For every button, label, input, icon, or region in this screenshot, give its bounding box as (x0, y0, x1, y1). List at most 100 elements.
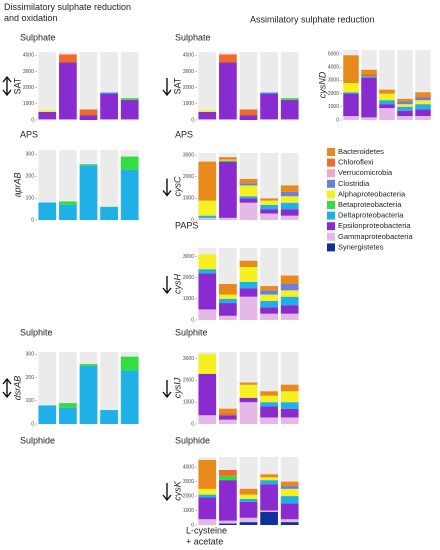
bar-segment (219, 217, 237, 220)
bar-segment (260, 480, 278, 485)
bar-segment (198, 273, 217, 310)
bar-segment (260, 204, 278, 210)
bar-segment (59, 119, 77, 120)
bar-segment (260, 510, 278, 512)
bar-segment (198, 309, 217, 320)
bar-segment (260, 395, 278, 403)
bar-segment (198, 373, 217, 416)
y-tick-label: 4000 (328, 64, 339, 70)
bar-segment (280, 305, 299, 314)
bar-segment (280, 275, 299, 284)
bar-segment (239, 494, 258, 499)
y-tick-label: 3000 (183, 254, 194, 260)
bar-segment (361, 77, 377, 118)
bar-segment (219, 413, 237, 416)
bar-segment (38, 111, 57, 120)
bar-segment (260, 213, 278, 220)
bar-segment (198, 111, 217, 120)
bar-segment (379, 93, 395, 101)
bar-segment (415, 100, 431, 105)
bar-segment (361, 73, 377, 77)
bar-segment (198, 459, 217, 489)
legend-swatch (327, 211, 335, 220)
bar-segment (219, 157, 237, 160)
bar-segment (343, 116, 359, 120)
bar-segment (38, 110, 57, 112)
arrow-head (162, 494, 172, 502)
bar-segment (280, 296, 299, 306)
legend-label: Chloroflexi (338, 158, 374, 167)
gene-label: dsrAB (12, 376, 22, 401)
y-tick-label: 3000 (183, 356, 194, 362)
step-label: Sulphite (20, 327, 53, 337)
legend-label: Deltaproteobacteria (338, 211, 404, 220)
y-tick-label: 0 (191, 522, 194, 528)
bar-segment (198, 354, 217, 374)
bar-segment (280, 313, 299, 320)
bar-segment (280, 408, 299, 418)
bar-segment (198, 254, 217, 270)
y-tick-label: 1000 (23, 101, 34, 107)
y-tick-label: 4000 (183, 464, 194, 470)
header: Dissimilatory sulphate reduction and oxid… (4, 2, 131, 23)
bar-segment (198, 200, 217, 216)
bar-segment (100, 93, 118, 120)
bar-segment (239, 183, 258, 186)
bar-segment (239, 384, 258, 398)
y-tick-label: 1000 (183, 400, 194, 406)
step-label: Sulphate (20, 32, 56, 42)
bar-segment (397, 106, 413, 111)
bar-segment (219, 475, 237, 481)
gene-label: aprAB (12, 172, 22, 197)
step-label: PAPS (175, 220, 198, 230)
legend-swatch (327, 243, 335, 252)
gene-label: cysND (317, 71, 327, 98)
bar-segment (260, 300, 278, 308)
bar-segment (239, 202, 258, 220)
bar-segment (79, 109, 98, 116)
bar-segment (343, 55, 359, 84)
bar-segment (120, 119, 139, 120)
panel-column (100, 150, 118, 220)
legend-swatch (327, 190, 335, 199)
legend-swatch (327, 201, 335, 209)
y-tick-label: 300 (26, 152, 35, 158)
bar-segment (239, 501, 258, 518)
bar-segment (120, 169, 139, 220)
y-tick-label: 0 (191, 421, 194, 427)
bar-segment (379, 89, 395, 94)
y-tick-label: 2000 (183, 85, 194, 91)
arrow-head (2, 89, 12, 97)
bar-segment (79, 165, 98, 220)
bar-segment (239, 267, 258, 282)
y-tick-label: 0 (191, 217, 194, 223)
arrow-head (162, 287, 172, 295)
bar-segment (379, 108, 395, 120)
bar-segment (280, 284, 299, 291)
y-tick-label: 2000 (183, 493, 194, 499)
y-tick-label: 1000 (183, 101, 194, 107)
y-tick-label: 100 (26, 195, 35, 201)
bar-segment (280, 402, 299, 409)
bar-segment (415, 116, 431, 120)
bar-segment (219, 159, 237, 161)
bar-segment (260, 484, 278, 511)
panel-column (198, 52, 217, 120)
legend-label: Alphaproteobacteria (338, 189, 406, 198)
legend-label: Verrucomicrobia (338, 168, 393, 177)
bar-segment (79, 364, 98, 366)
bar-segment (260, 406, 278, 418)
bar-segment (198, 415, 217, 424)
arrow-head (2, 75, 12, 83)
y-tick-label: 300 (26, 352, 35, 358)
bar-segment (198, 217, 217, 220)
bar-segment (59, 204, 77, 220)
bar-segment (397, 116, 413, 120)
arrow-head (2, 377, 12, 385)
bar-segment (100, 119, 118, 120)
gene-label: cysC (172, 176, 182, 197)
bar-segment (260, 290, 278, 295)
bar-segment (198, 215, 217, 218)
legend-label: Synergistetes (338, 242, 384, 251)
y-tick-label: 2000 (183, 378, 194, 384)
